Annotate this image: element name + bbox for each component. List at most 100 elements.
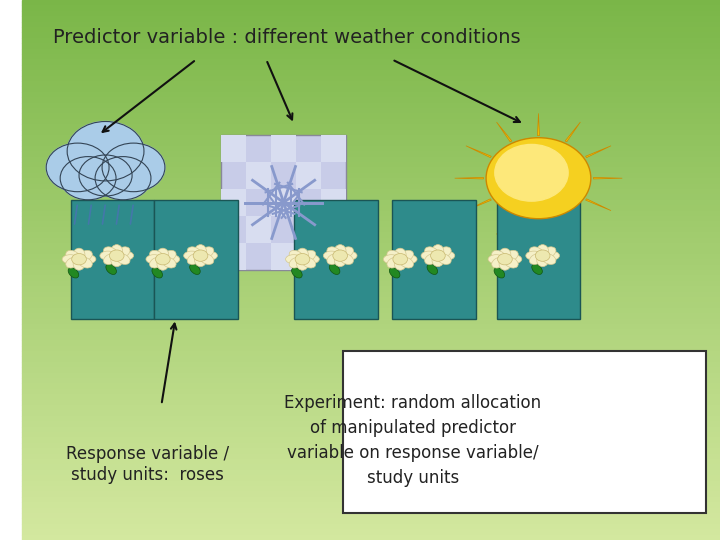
Ellipse shape xyxy=(425,254,438,265)
Ellipse shape xyxy=(202,251,217,260)
Ellipse shape xyxy=(438,251,455,260)
Bar xyxy=(22,475,720,481)
Bar xyxy=(22,265,720,270)
Ellipse shape xyxy=(146,255,162,264)
Circle shape xyxy=(495,144,568,201)
Ellipse shape xyxy=(157,248,168,261)
Ellipse shape xyxy=(390,268,400,278)
Bar xyxy=(271,243,296,270)
Polygon shape xyxy=(466,199,491,211)
Circle shape xyxy=(431,250,445,261)
Ellipse shape xyxy=(163,255,180,264)
Ellipse shape xyxy=(162,251,176,261)
Bar xyxy=(22,22,720,27)
Bar xyxy=(22,340,720,346)
Ellipse shape xyxy=(152,268,163,278)
Bar xyxy=(22,292,720,297)
Bar xyxy=(22,437,720,443)
Bar xyxy=(22,508,720,513)
Bar xyxy=(22,173,720,178)
Bar xyxy=(22,97,720,103)
Ellipse shape xyxy=(327,254,341,265)
Ellipse shape xyxy=(532,264,542,274)
Bar xyxy=(22,362,720,367)
Bar xyxy=(296,162,321,189)
Ellipse shape xyxy=(104,247,117,258)
Bar xyxy=(22,286,720,292)
Bar xyxy=(154,200,238,319)
Bar xyxy=(22,319,720,324)
Bar xyxy=(22,416,720,421)
Bar xyxy=(321,243,346,270)
Bar xyxy=(22,243,720,248)
Bar xyxy=(22,103,720,108)
Ellipse shape xyxy=(302,251,316,261)
Ellipse shape xyxy=(387,251,401,261)
Bar xyxy=(22,0,720,5)
Bar xyxy=(22,238,720,243)
Polygon shape xyxy=(565,214,580,234)
Ellipse shape xyxy=(150,257,163,268)
Bar xyxy=(22,373,720,378)
Bar xyxy=(22,135,720,140)
Circle shape xyxy=(72,253,86,265)
Polygon shape xyxy=(537,221,539,243)
Circle shape xyxy=(333,250,348,261)
Bar xyxy=(22,367,720,373)
Bar xyxy=(22,270,720,275)
Bar xyxy=(22,113,720,119)
Bar xyxy=(22,81,720,86)
Ellipse shape xyxy=(286,255,302,264)
Bar xyxy=(22,400,720,405)
Ellipse shape xyxy=(327,247,341,258)
Polygon shape xyxy=(565,122,580,142)
Bar xyxy=(22,421,720,427)
Ellipse shape xyxy=(323,251,339,260)
Bar xyxy=(22,146,720,151)
Ellipse shape xyxy=(78,251,92,261)
Ellipse shape xyxy=(387,257,401,268)
Polygon shape xyxy=(537,113,539,136)
Bar xyxy=(22,486,720,491)
Polygon shape xyxy=(497,214,512,234)
Ellipse shape xyxy=(537,245,549,257)
Ellipse shape xyxy=(104,254,117,265)
Ellipse shape xyxy=(292,268,302,278)
Bar xyxy=(22,11,720,16)
Ellipse shape xyxy=(537,254,549,267)
Ellipse shape xyxy=(329,264,340,274)
Ellipse shape xyxy=(199,247,214,258)
Ellipse shape xyxy=(66,251,80,261)
Ellipse shape xyxy=(334,245,346,257)
Bar xyxy=(22,464,720,470)
Bar xyxy=(22,518,720,524)
Bar xyxy=(22,491,720,497)
Bar xyxy=(22,281,720,286)
Bar xyxy=(22,394,720,400)
Bar xyxy=(22,205,720,211)
Ellipse shape xyxy=(437,247,451,258)
Bar xyxy=(22,32,720,38)
Ellipse shape xyxy=(395,258,406,270)
Ellipse shape xyxy=(302,257,316,268)
Ellipse shape xyxy=(427,264,438,274)
Ellipse shape xyxy=(106,264,117,274)
Bar xyxy=(22,167,720,173)
Bar xyxy=(22,124,720,130)
Ellipse shape xyxy=(526,251,542,260)
Polygon shape xyxy=(497,122,512,142)
Ellipse shape xyxy=(544,251,559,260)
Ellipse shape xyxy=(194,245,207,257)
Ellipse shape xyxy=(542,247,556,258)
Circle shape xyxy=(95,157,151,200)
Circle shape xyxy=(393,253,408,265)
Bar xyxy=(22,178,720,184)
Ellipse shape xyxy=(117,251,134,260)
Bar xyxy=(22,92,720,97)
Text: Response variable /
study units:  roses: Response variable / study units: roses xyxy=(66,445,229,484)
Bar xyxy=(22,389,720,394)
Bar xyxy=(22,448,720,454)
Bar xyxy=(22,443,720,448)
Bar xyxy=(294,200,378,319)
Ellipse shape xyxy=(297,248,308,261)
